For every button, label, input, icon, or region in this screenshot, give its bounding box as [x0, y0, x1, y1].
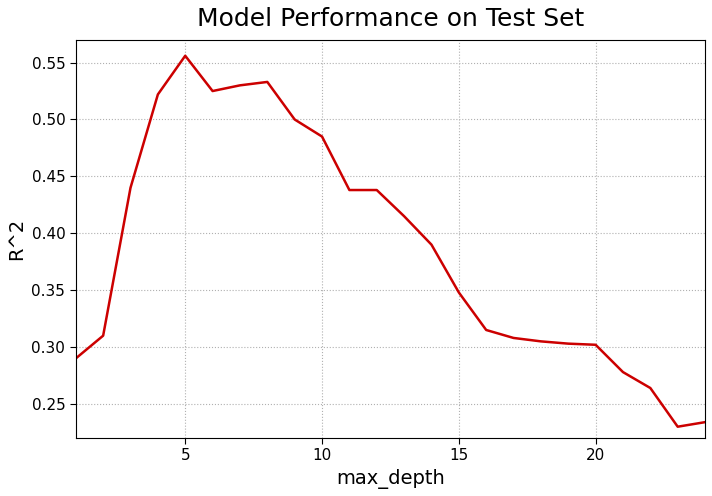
Y-axis label: R^2: R^2 [7, 218, 26, 260]
X-axis label: max_depth: max_depth [336, 469, 445, 489]
Title: Model Performance on Test Set: Model Performance on Test Set [197, 7, 584, 31]
